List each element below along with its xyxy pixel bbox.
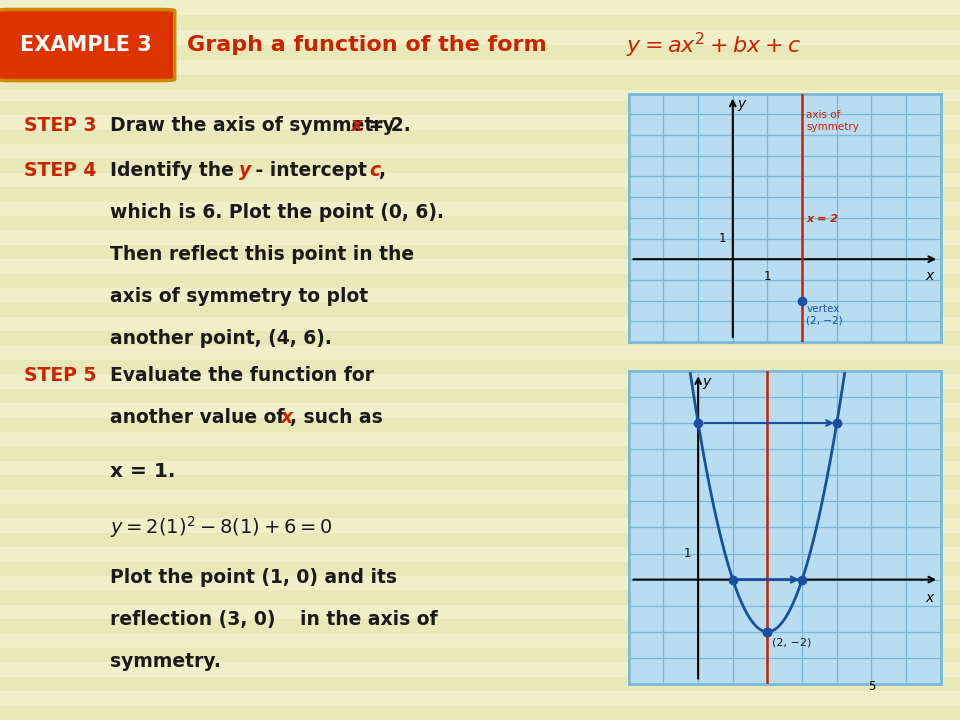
Bar xyxy=(0,72,960,86)
Bar xyxy=(0,202,960,216)
Bar xyxy=(0,504,960,518)
Text: y: y xyxy=(737,96,745,111)
Bar xyxy=(0,158,960,173)
Text: Then reflect this point in the: Then reflect this point in the xyxy=(110,245,415,264)
Bar xyxy=(0,475,960,490)
Text: Draw the axis of symmetry: Draw the axis of symmetry xyxy=(110,116,402,135)
Bar xyxy=(0,216,960,230)
Bar xyxy=(0,518,960,533)
Text: EXAMPLE 3: EXAMPLE 3 xyxy=(19,35,152,55)
Text: Plot the point (1, 0) and its: Plot the point (1, 0) and its xyxy=(110,568,397,587)
Bar xyxy=(0,648,960,662)
Bar xyxy=(0,29,960,43)
Bar xyxy=(0,706,960,720)
Text: in the axis of: in the axis of xyxy=(300,610,437,629)
Bar xyxy=(0,346,960,360)
Bar xyxy=(0,331,960,346)
Text: 1: 1 xyxy=(684,547,691,560)
Bar xyxy=(0,576,960,590)
Text: STEP 4: STEP 4 xyxy=(24,161,96,180)
Text: (2, −2): (2, −2) xyxy=(772,637,811,647)
Bar xyxy=(0,0,960,14)
Bar xyxy=(0,677,960,691)
Bar xyxy=(0,490,960,504)
FancyBboxPatch shape xyxy=(0,9,175,81)
Text: axis of symmetry to plot: axis of symmetry to plot xyxy=(110,287,369,306)
Bar xyxy=(0,274,960,288)
Text: x: x xyxy=(925,269,934,282)
Text: Identify the: Identify the xyxy=(110,161,241,180)
Bar xyxy=(0,432,960,446)
Text: symmetry.: symmetry. xyxy=(110,652,221,670)
Bar xyxy=(0,317,960,331)
Text: y: y xyxy=(703,374,710,389)
Bar xyxy=(0,634,960,648)
Text: 1: 1 xyxy=(764,269,771,282)
Text: STEP 3: STEP 3 xyxy=(24,116,97,135)
Bar xyxy=(0,461,960,475)
Bar xyxy=(0,115,960,130)
Bar xyxy=(0,662,960,677)
Bar xyxy=(0,173,960,187)
Bar xyxy=(0,533,960,547)
Bar xyxy=(0,230,960,245)
Bar xyxy=(0,30,960,45)
Text: = 2.: = 2. xyxy=(362,116,411,135)
Bar xyxy=(0,374,960,389)
Text: Graph a function of the form: Graph a function of the form xyxy=(187,35,555,55)
Bar xyxy=(0,130,960,144)
Text: x: x xyxy=(280,408,293,427)
Bar xyxy=(0,547,960,562)
Bar xyxy=(0,43,960,58)
Bar xyxy=(0,590,960,605)
Text: 5: 5 xyxy=(868,680,876,693)
Text: x: x xyxy=(925,591,934,606)
Bar xyxy=(0,144,960,158)
Text: vertex
(2, −2): vertex (2, −2) xyxy=(806,304,843,325)
Text: another point, (4, 6).: another point, (4, 6). xyxy=(110,329,332,348)
Bar xyxy=(0,403,960,418)
Bar xyxy=(0,75,960,90)
Bar xyxy=(0,14,960,29)
Bar xyxy=(0,418,960,432)
Text: Evaluate the function for: Evaluate the function for xyxy=(110,366,374,385)
Bar xyxy=(0,389,960,403)
Bar xyxy=(0,101,960,115)
Bar xyxy=(0,45,960,60)
Bar xyxy=(0,302,960,317)
Text: - intercept: - intercept xyxy=(249,161,373,180)
Bar xyxy=(0,0,960,15)
Bar xyxy=(0,259,960,274)
Text: y: y xyxy=(239,161,252,180)
Text: $y = 2(1)^2 - 8(1) + 6 = 0$: $y = 2(1)^2 - 8(1) + 6 = 0$ xyxy=(110,514,333,540)
Bar xyxy=(0,562,960,576)
Bar xyxy=(0,187,960,202)
Text: c: c xyxy=(370,161,381,180)
Bar xyxy=(0,605,960,619)
Text: $y = ax^2 + bx + c$: $y = ax^2 + bx + c$ xyxy=(626,30,801,60)
Text: reflection (3, 0): reflection (3, 0) xyxy=(110,610,282,629)
Text: another value of: another value of xyxy=(110,408,292,427)
Bar xyxy=(0,691,960,706)
Text: x = 1.: x = 1. xyxy=(110,462,176,481)
Text: which is 6. Plot the point (0, 6).: which is 6. Plot the point (0, 6). xyxy=(110,203,444,222)
Bar xyxy=(0,360,960,374)
Text: ,: , xyxy=(378,161,385,180)
Text: x = 2: x = 2 xyxy=(806,214,838,224)
Bar xyxy=(0,86,960,101)
Bar xyxy=(0,58,960,72)
Text: x: x xyxy=(350,116,363,135)
Bar xyxy=(0,15,960,30)
Bar xyxy=(0,446,960,461)
Bar xyxy=(0,288,960,302)
Text: 1: 1 xyxy=(718,232,726,245)
Bar xyxy=(0,619,960,634)
Bar xyxy=(0,60,960,75)
Text: STEP 5: STEP 5 xyxy=(24,366,96,385)
Text: , such as: , such as xyxy=(290,408,383,427)
Text: axis of
symmetry: axis of symmetry xyxy=(806,110,859,132)
Bar xyxy=(0,245,960,259)
